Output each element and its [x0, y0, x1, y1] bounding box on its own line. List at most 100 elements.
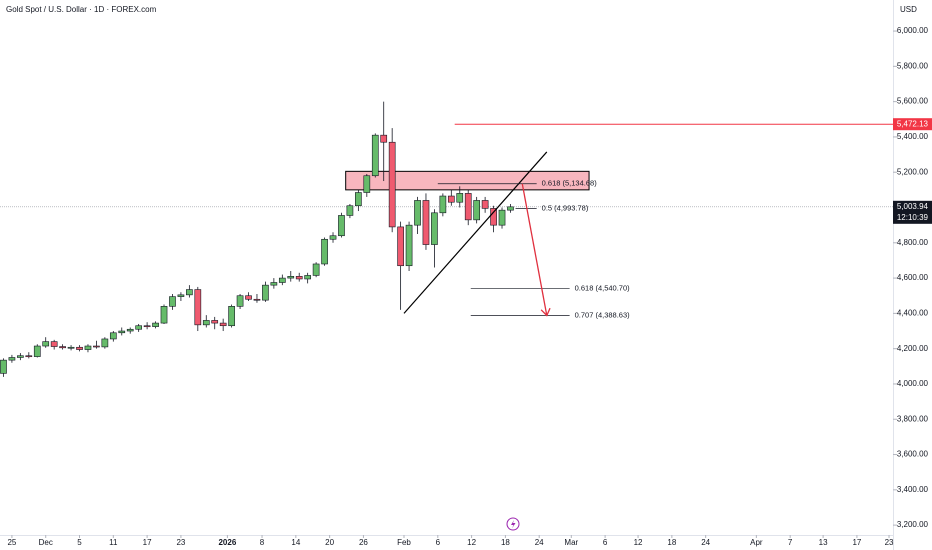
candle-body: [295, 276, 303, 280]
candle-body: [228, 306, 235, 327]
candle-body: [262, 284, 269, 301]
last-price-label: 5,003.94: [897, 202, 929, 211]
candle-body: [355, 192, 362, 207]
candle-body: [498, 209, 506, 226]
candle-body: [473, 200, 481, 221]
x-tick-label: 6: [603, 538, 608, 547]
candle-body: [380, 134, 388, 143]
candle-body: [219, 322, 227, 327]
candle-body: [431, 212, 438, 245]
y-tick-label: 3,600.00: [897, 450, 929, 459]
candle-body: [59, 346, 66, 349]
candle-body: [25, 355, 33, 358]
candle-body: [245, 295, 252, 300]
x-tick-label: 17: [143, 538, 152, 547]
candle-body: [447, 195, 455, 203]
candle-body: [169, 296, 176, 307]
y-tick-label: 3,400.00: [897, 485, 929, 494]
x-tick-label: Apr: [750, 538, 763, 547]
candle-body: [456, 193, 464, 203]
candle-body: [76, 346, 83, 350]
last-price-box: [893, 200, 932, 224]
y-tick-label: 3,800.00: [897, 414, 929, 423]
candle-body: [253, 298, 261, 301]
x-tick-label: 17: [852, 538, 861, 547]
candle-body: [143, 325, 151, 328]
y-tick-label: 5,400.00: [897, 132, 929, 141]
y-tick-label: 5,800.00: [897, 61, 929, 70]
x-tick-label: Dec: [39, 538, 53, 547]
candle-body: [67, 346, 75, 349]
candle-body: [397, 226, 404, 267]
candle-body: [84, 345, 92, 350]
x-tick-label: 7: [788, 538, 793, 547]
y-tick-label: 5,200.00: [897, 167, 929, 176]
x-tick-label: 25: [7, 538, 16, 547]
candle-body: [363, 175, 371, 193]
x-tick-label: 26: [359, 538, 368, 547]
fib-label: 0.618 (4,540.70): [575, 284, 631, 293]
candles: [0, 101, 514, 377]
arrow-shaft: [521, 183, 548, 316]
x-tick-label: Mar: [564, 538, 578, 547]
candle-body: [464, 193, 472, 221]
candle-body: [135, 325, 143, 330]
fib-label: 0.5 (4,993.78): [542, 204, 589, 213]
candle-body: [481, 200, 489, 209]
candle-body: [346, 205, 354, 216]
candle-body: [152, 322, 159, 327]
candle-body: [109, 332, 117, 340]
candle-body: [304, 275, 312, 280]
x-tick-label: 18: [667, 538, 676, 547]
candle-body: [414, 200, 421, 226]
countdown-label: 12:10:39: [897, 213, 929, 222]
candle-body: [118, 330, 126, 334]
y-tick-label: 4,400.00: [897, 308, 929, 317]
candle-body: [93, 345, 100, 348]
x-tick-label: 20: [325, 538, 334, 547]
x-tick-label: 2026: [218, 538, 236, 547]
x-tick-label: 5: [77, 538, 82, 547]
candle-body: [50, 341, 58, 347]
x-tick-label: 6: [436, 538, 441, 547]
candle-body: [405, 224, 413, 267]
x-tick-label: Feb: [397, 538, 411, 547]
candle-body: [42, 341, 50, 347]
event-icon-bolt: [511, 520, 516, 529]
candle-body: [202, 320, 210, 326]
candle-body: [236, 295, 244, 307]
candle-body: [33, 345, 41, 357]
lightning-icon[interactable]: [506, 517, 520, 531]
candle-body: [321, 238, 328, 265]
candle-body: [507, 206, 514, 211]
candle-body: [278, 277, 286, 283]
candle-body: [312, 263, 320, 276]
candle-body: [388, 141, 396, 228]
x-tick-label: 11: [109, 538, 118, 547]
x-tick-label: 24: [701, 538, 710, 547]
candle-body: [186, 289, 193, 296]
arrow-head: [540, 307, 551, 317]
candle-body: [329, 235, 337, 240]
x-tick-label: 14: [291, 538, 300, 547]
trend-line: [403, 151, 548, 314]
y-tick-label: 4,600.00: [897, 273, 929, 282]
x-tick-label: 18: [501, 538, 510, 547]
candle-body: [490, 208, 497, 226]
candle-body: [338, 215, 345, 237]
candle-body: [101, 338, 109, 348]
y-tick-label: 3,200.00: [897, 520, 929, 529]
candle-body: [422, 200, 430, 245]
y-tick-label: 4,000.00: [897, 379, 929, 388]
x-tick-label: 12: [467, 538, 476, 547]
chart-title: Gold Spot / U.S. Dollar · 1D · FOREX.com: [6, 5, 157, 14]
candle-body: [371, 134, 379, 177]
x-tick-label: 23: [885, 538, 894, 547]
supply-zone: [345, 170, 590, 191]
x-tick-label: 8: [260, 538, 265, 547]
y-tick-label: 6,000.00: [897, 26, 929, 35]
x-tick-label: 24: [535, 538, 544, 547]
fib-label: 0.618 (5,134.68): [542, 179, 598, 188]
candle-body: [439, 195, 447, 214]
